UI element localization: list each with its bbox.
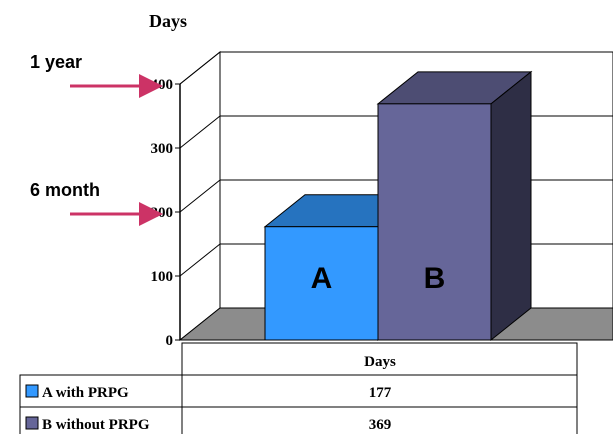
y-tick-label: 0	[166, 333, 174, 349]
legend-swatch	[25, 384, 39, 398]
table-row: B without PRPG 369	[19, 406, 578, 439]
annotations: 1 year 6 month	[30, 52, 163, 226]
gridline-side	[179, 115, 221, 149]
chart-title: Days	[149, 11, 187, 31]
y-tick-label: 100	[151, 269, 174, 285]
annotation-text: 6 month	[30, 180, 100, 200]
bar-category-label: A	[311, 262, 333, 295]
gridline-side	[179, 179, 221, 213]
table-row-label: A with PRPG	[42, 385, 129, 401]
y-tick-label: 300	[151, 141, 174, 157]
table-row-value: 177	[369, 385, 392, 401]
table-row-value: 369	[369, 417, 392, 433]
legend-swatch	[25, 416, 39, 430]
table-value-cell	[181, 374, 578, 408]
annotation-1: 6 month	[30, 180, 163, 226]
table-row: A with PRPG 177	[19, 374, 578, 408]
bar-b: B	[376, 70, 533, 342]
annotation-0: 1 year	[30, 52, 163, 98]
bar-category-label: B	[424, 262, 446, 295]
table-row-label: B without PRPG	[42, 417, 150, 433]
gridline-side	[179, 243, 221, 277]
table-label-cell	[19, 374, 183, 408]
table-header-cell	[181, 342, 578, 376]
bar-side	[490, 70, 532, 342]
bar-front	[377, 103, 492, 341]
table-header: Days	[364, 354, 396, 370]
data-table: Days A with PRPG 177 B without PRPG 369	[19, 342, 578, 439]
annotation-text: 1 year	[30, 52, 82, 72]
bar-front	[264, 226, 379, 341]
gridline-side	[179, 51, 221, 85]
